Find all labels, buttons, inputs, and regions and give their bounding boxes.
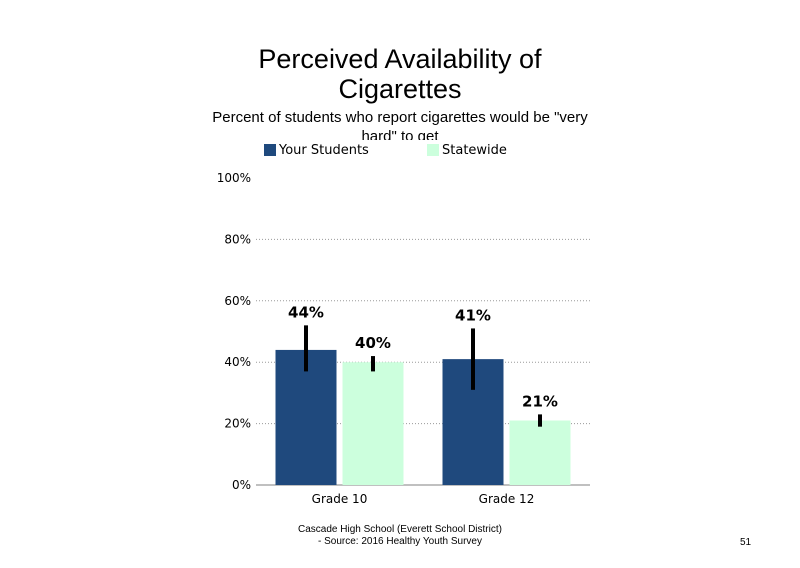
data-label: 21% xyxy=(522,392,558,410)
data-label: 41% xyxy=(455,306,491,324)
x-tick-label: Grade 12 xyxy=(479,492,535,506)
y-tick-label: 100% xyxy=(217,171,251,185)
x-tick-label: Grade 10 xyxy=(312,492,368,506)
legend-label-statewide: Statewide xyxy=(442,142,507,158)
y-tick-label: 0% xyxy=(232,478,251,492)
footer-source: - Source: 2016 Healthy Youth Survey xyxy=(318,536,482,547)
legend-swatch-statewide xyxy=(427,144,439,156)
legend-item-your-students: Your Students xyxy=(264,141,369,159)
legend-item-statewide: Statewide xyxy=(427,141,507,159)
legend: Your Students Statewide xyxy=(0,141,800,159)
bar xyxy=(509,420,571,485)
y-tick-label: 60% xyxy=(224,294,251,308)
legend-label-your-students: Your Students xyxy=(279,142,369,158)
chart-title: Perceived Availability of Cigarettes xyxy=(258,44,542,104)
y-tick-label: 40% xyxy=(224,355,251,369)
data-label: 44% xyxy=(288,303,324,321)
data-label: 40% xyxy=(355,334,391,352)
bar xyxy=(342,362,404,485)
footer-school: Cascade High School (Everett School Dist… xyxy=(298,524,502,535)
y-tick-label: 20% xyxy=(224,417,251,431)
page-number: 51 xyxy=(740,537,752,548)
chart-subtitle: Percent of students who report cigarette… xyxy=(212,109,588,140)
footer: Cascade High School (Everett School Dist… xyxy=(250,524,550,548)
legend-swatch-your-students xyxy=(264,144,276,156)
y-tick-label: 80% xyxy=(224,232,251,246)
bar xyxy=(275,349,337,485)
